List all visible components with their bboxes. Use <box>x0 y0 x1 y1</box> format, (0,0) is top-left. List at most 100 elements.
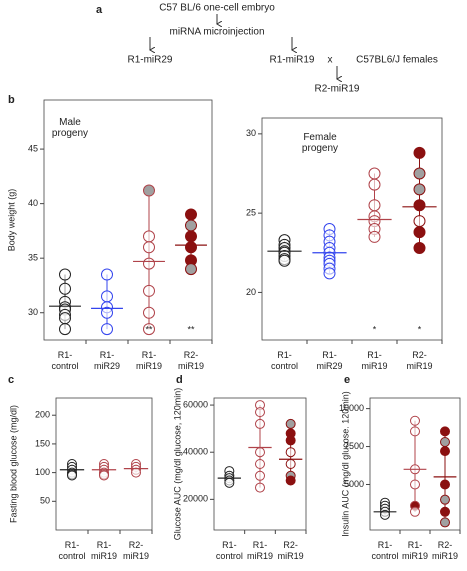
panel-letter: d <box>176 374 183 386</box>
y-axis-title: Body weight (g) <box>6 189 16 252</box>
data-point <box>185 208 197 221</box>
x-tick-label: R1-control <box>51 350 78 371</box>
data-point <box>101 268 113 281</box>
data-point <box>185 241 197 254</box>
plot-frame <box>213 397 307 531</box>
y-tick-label: 20 <box>246 287 256 297</box>
chart-title: Male progeny <box>52 117 88 139</box>
data-point <box>440 446 450 457</box>
data-point <box>143 257 155 270</box>
data-point <box>440 494 450 505</box>
females-label: C57BL6/J females <box>356 55 438 66</box>
significance: * <box>418 324 422 334</box>
panel-letter: c <box>8 374 14 386</box>
data-point <box>368 230 381 243</box>
y-tick-label: 5000 <box>344 479 364 489</box>
data-point <box>101 290 113 303</box>
data-point <box>101 306 113 319</box>
dot-chart: Female progeny 20 25 30 R1-control R1-miR29 R1-… <box>246 117 443 371</box>
x-tick-label: R2-miR19 <box>178 350 204 371</box>
significance: * <box>373 324 377 334</box>
x-tick-label: R2-miR19 <box>278 540 304 561</box>
panel-letter: a <box>96 4 103 16</box>
y-tick-label: 50 <box>40 496 50 506</box>
x-tick-label: R2-miR19 <box>123 540 149 561</box>
data-point <box>285 459 296 469</box>
injection-label: miRNA microinjection <box>169 27 264 38</box>
data-point <box>413 242 426 255</box>
chart-title: Female progeny <box>302 132 338 154</box>
x-tick-label: R1-miR29 <box>316 350 342 371</box>
y-tick-label: 25 <box>246 208 256 218</box>
y-tick-label: 60000 <box>183 399 208 409</box>
data-point <box>99 470 109 481</box>
data-point <box>440 426 450 437</box>
y-tick-label: 30 <box>28 307 38 317</box>
data-point <box>143 284 155 297</box>
dot-chart: e Insulin AUC (mg/dl glucose. 120min)5000… <box>339 374 461 561</box>
data-point <box>413 146 426 159</box>
data-point <box>440 479 450 490</box>
data-point <box>143 306 155 319</box>
x-tick-label: R1-miR19 <box>402 540 428 561</box>
cross-label: x <box>328 55 333 66</box>
data-point <box>143 230 155 243</box>
y-tick-label: 40000 <box>183 447 208 457</box>
data-point <box>131 467 141 478</box>
data-point <box>59 312 71 325</box>
data-point <box>413 215 426 228</box>
x-tick-label: R1-miR19 <box>136 350 162 371</box>
line-label: R1-miR29 <box>127 55 172 66</box>
dot-chart: b Male progeny Body weight (g) 30 35 40 45 R1-co… <box>6 94 213 371</box>
data-point <box>285 435 296 446</box>
dot-chart: c Fasting blood glucose (mg/dl) 50 100 150 20… <box>8 374 153 561</box>
y-axis-title: Fasting blood glucose (mg/dl) <box>8 405 18 523</box>
data-point <box>413 183 426 196</box>
data-point <box>224 477 235 488</box>
line-label: R1-miR19 <box>269 55 314 66</box>
data-point <box>323 267 336 280</box>
panel-letter: e <box>344 374 350 386</box>
data-point <box>67 470 77 481</box>
x-tick-label: R1-miR19 <box>247 540 273 561</box>
data-point <box>255 407 265 418</box>
data-point <box>410 415 420 426</box>
x-tick-label: R1-miR19 <box>91 540 117 561</box>
x-tick-label: R2-miR19 <box>406 350 432 371</box>
data-point <box>410 426 420 437</box>
data-point <box>368 178 381 191</box>
x-tick-label: R1-control <box>58 540 85 561</box>
y-axis-title: Insulin AUC (mg/dl glucose. 120min) <box>340 391 350 537</box>
data-point <box>143 323 155 336</box>
x-tick-label: R1-control <box>216 540 243 561</box>
data-point <box>380 509 390 520</box>
data-point <box>59 282 71 295</box>
data-point <box>255 447 265 458</box>
data-point <box>185 230 197 243</box>
data-point <box>255 418 265 429</box>
data-point <box>413 167 426 180</box>
data-point <box>285 475 296 486</box>
panel-letter: b <box>8 94 15 106</box>
dot-chart: d Glucose AUC (mg/dl glucose, 120min) 2000… <box>172 374 307 561</box>
data-point <box>440 437 450 447</box>
y-tick-label: 7500 <box>344 441 364 451</box>
x-tick-label: R1-control <box>271 350 298 371</box>
data-point <box>410 506 420 517</box>
y-tick-label: 150 <box>35 438 50 448</box>
data-point <box>413 226 426 239</box>
data-point <box>278 254 291 267</box>
embryo-label: C57 BL/6 one-cell embryo <box>159 3 275 14</box>
y-axis-title: Glucose AUC (mg/dl glucose, 120min) <box>172 388 182 541</box>
line-label: R2-miR19 <box>314 84 359 95</box>
data-point <box>410 479 420 490</box>
data-point <box>101 323 113 336</box>
data-point <box>285 447 296 458</box>
data-point <box>59 323 71 336</box>
data-point <box>440 517 450 528</box>
y-tick-label: 40 <box>28 198 38 208</box>
significance: ** <box>187 324 195 334</box>
y-tick-label: 10000 <box>339 403 364 413</box>
data-point <box>255 482 265 493</box>
